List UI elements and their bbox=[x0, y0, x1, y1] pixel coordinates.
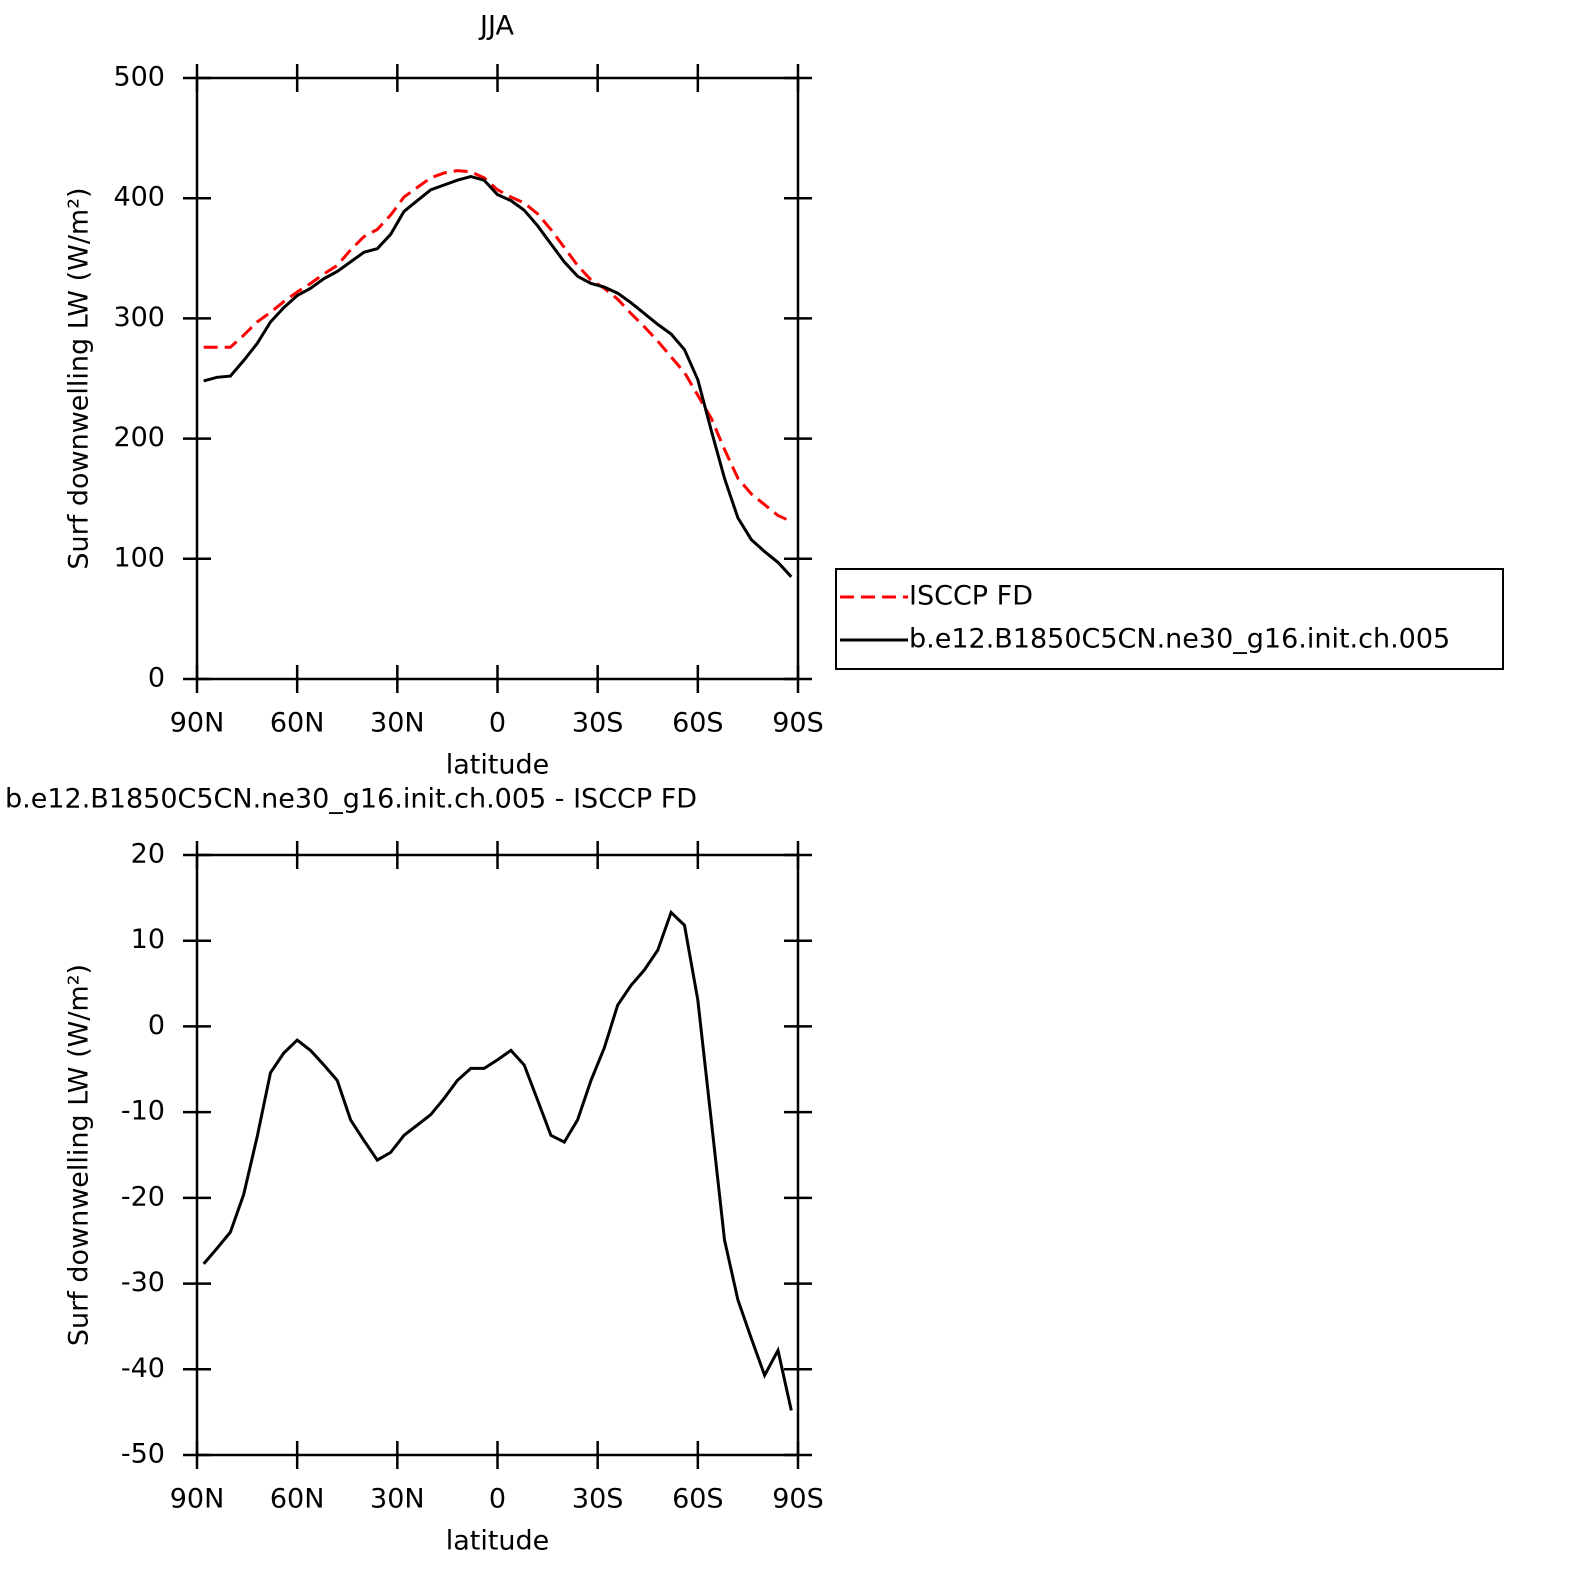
legend-label: ISCCP FD bbox=[909, 581, 1033, 612]
y-tick-label: 0 bbox=[148, 1010, 165, 1041]
x-tick-label: 0 bbox=[489, 708, 506, 739]
x-tick-label: 60S bbox=[672, 1484, 724, 1515]
y-tick-label: 20 bbox=[131, 839, 165, 870]
x-tick-label: 0 bbox=[489, 1484, 506, 1515]
y-tick-label: -50 bbox=[121, 1439, 165, 1470]
x-tick-label: 30N bbox=[370, 1484, 425, 1515]
x-tick-label: 90N bbox=[170, 1484, 225, 1515]
x-tick-label: 60S bbox=[672, 708, 724, 739]
data-line bbox=[203, 175, 793, 578]
x-tick-label: 90N bbox=[170, 708, 225, 739]
plot-frame bbox=[195, 853, 800, 1457]
x-tick-label: 30N bbox=[370, 708, 425, 739]
chart-title: b.e12.B1850C5CN.ne30_g16.init.ch.005 - I… bbox=[5, 784, 697, 815]
x-tick-label: 60N bbox=[270, 708, 325, 739]
y-tick-label: 300 bbox=[113, 302, 165, 333]
legend-box bbox=[835, 568, 1504, 670]
legend-label: b.e12.B1850C5CN.ne30_g16.init.ch.005 bbox=[909, 624, 1450, 655]
y-tick-label: 10 bbox=[131, 924, 165, 955]
y-tick-label: -20 bbox=[121, 1181, 165, 1212]
x-tick-label: 90S bbox=[772, 1484, 824, 1515]
y-tick-label: 100 bbox=[113, 542, 165, 573]
x-tick-label: 90S bbox=[772, 708, 824, 739]
data-line bbox=[203, 169, 792, 523]
y-tick-label: 200 bbox=[113, 422, 165, 453]
y-tick-label: 0 bbox=[148, 663, 165, 694]
y-tick-label: 400 bbox=[113, 182, 165, 213]
y-tick-label: -10 bbox=[121, 1096, 165, 1127]
y-axis-label: Surf downwelling LW (W/m²) bbox=[64, 187, 95, 569]
y-axis-label: Surf downwelling LW (W/m²) bbox=[64, 964, 95, 1346]
x-tick-label: 30S bbox=[572, 708, 624, 739]
y-tick-label: 500 bbox=[113, 62, 165, 93]
x-tick-label: 30S bbox=[572, 1484, 624, 1515]
plot-frame bbox=[195, 76, 800, 681]
y-tick-label: -30 bbox=[121, 1267, 165, 1298]
data-line bbox=[202, 909, 793, 1411]
x-tick-label: 60N bbox=[270, 1484, 325, 1515]
x-axis-label: latitude bbox=[446, 1526, 550, 1557]
x-axis-label: latitude bbox=[446, 750, 550, 781]
chart-title: JJA bbox=[478, 11, 514, 42]
y-tick-label: -40 bbox=[121, 1353, 165, 1384]
